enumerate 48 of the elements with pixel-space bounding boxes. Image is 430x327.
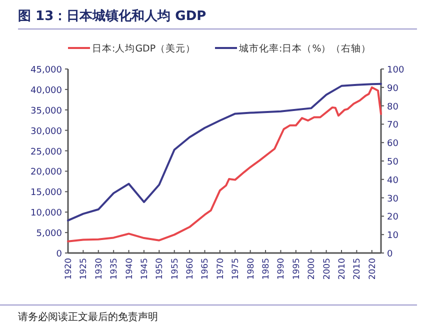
x-tick-label: 1940	[124, 258, 135, 280]
x-tick-label: 1995	[292, 258, 302, 280]
y2-tick-label: 40	[387, 176, 399, 186]
legend-label: 城市化率:日本（%）（右轴）	[238, 42, 372, 54]
x-tick-label: 2005	[322, 258, 332, 280]
y-tick-label: 15,000	[30, 188, 62, 198]
x-tick-label: 1985	[262, 258, 272, 280]
y-tick-label: 0	[56, 250, 62, 260]
x-tick-label: 1945	[140, 258, 150, 280]
x-tick-label: 1950	[155, 258, 166, 280]
y-tick-label: 5,000	[36, 229, 62, 240]
y-tick-label: 40,000	[30, 86, 62, 96]
x-tick-label: 2010	[337, 258, 348, 280]
legend-label: 日本:人均GDP（美元）	[92, 42, 196, 54]
x-tick-label: 1925	[79, 258, 90, 280]
y2-tick-label: 80	[387, 102, 399, 112]
x-tick-label: 1970	[216, 258, 226, 280]
x-tick-label: 1965	[200, 258, 211, 280]
y2-tick-label: 60	[387, 139, 399, 150]
y-tick-label: 10,000	[30, 208, 62, 219]
y2-tick-label: 20	[387, 212, 399, 223]
text: 请务必阅读正文最后的免责声明	[18, 311, 158, 323]
x-tick-label: 2000	[307, 258, 318, 280]
y2-tick-label: 100	[387, 66, 404, 76]
y2-tick-label: 90	[387, 84, 399, 94]
y2-tick-label: 50	[387, 158, 399, 168]
y2-tick-label: 10	[387, 231, 399, 242]
y2-tick-label: 0	[387, 250, 393, 260]
y-tick-label: 25,000	[30, 147, 62, 158]
x-tick-label: 1930	[94, 258, 104, 280]
x-tick-label: 1975	[231, 258, 242, 280]
x-tick-label: 1935	[110, 258, 120, 280]
x-tick-label: 1955	[170, 258, 180, 280]
y-tick-label: 30,000	[30, 126, 62, 137]
x-tick-label: 1920	[64, 258, 74, 280]
y2-tick-label: 30	[387, 194, 399, 204]
y-tick-label: 20,000	[30, 168, 62, 178]
line-series	[67, 86, 382, 242]
x-tick-label: 1960	[186, 258, 196, 280]
chart-title: 图 13：日本城镇化和人均 GDP	[18, 8, 206, 24]
y-tick-label: 45,000	[30, 66, 62, 76]
x-tick-label: 1980	[246, 258, 256, 280]
x-tick-label: 2015	[352, 258, 363, 280]
x-tick-label: 1990	[276, 258, 287, 280]
y2-tick-label: 70	[387, 120, 399, 131]
x-tick-label: 2020	[368, 258, 378, 280]
line-series	[67, 82, 382, 222]
y-tick-label: 35,000	[30, 106, 62, 116]
